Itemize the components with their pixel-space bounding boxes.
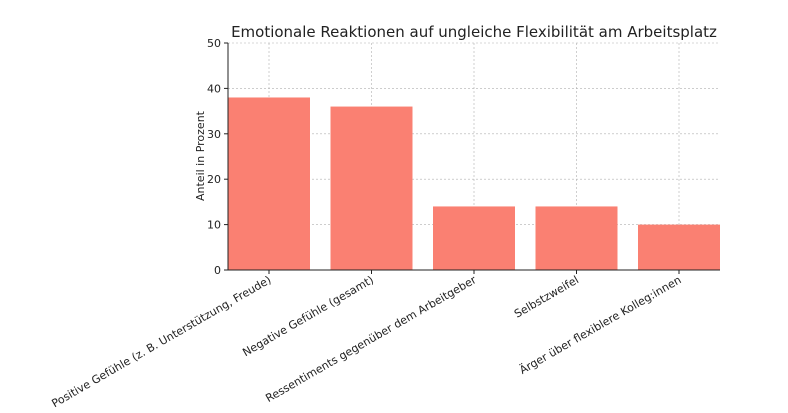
y-tick-label: 50 bbox=[207, 37, 221, 50]
bar bbox=[638, 224, 720, 270]
x-tick-label: Positive Gefühle (z. B. Unterstützung, F… bbox=[49, 273, 273, 410]
bars bbox=[228, 97, 720, 270]
y-tick-label: 10 bbox=[207, 219, 221, 232]
y-tick-label: 40 bbox=[207, 82, 221, 95]
bar bbox=[433, 206, 515, 270]
y-tick-label: 20 bbox=[207, 173, 221, 186]
x-tick-label: Selbstzweifel bbox=[512, 273, 581, 320]
chart-title: Emotionale Reaktionen auf ungleiche Flex… bbox=[231, 23, 717, 41]
bar bbox=[535, 206, 618, 270]
x-tick-label: Ressentiments gegenüber dem Arbeitgeber bbox=[263, 273, 478, 405]
x-tick-label: Ärger über flexiblere Kolleg:innen bbox=[517, 273, 683, 377]
y-tick-label: 30 bbox=[207, 128, 221, 141]
bar bbox=[228, 97, 310, 270]
y-axis-ticks: 0 10 20 30 40 50 bbox=[207, 37, 228, 277]
y-tick-label: 0 bbox=[214, 264, 221, 277]
y-axis-title: Anteil in Prozent bbox=[194, 110, 207, 201]
bar bbox=[330, 106, 413, 270]
x-axis-ticks: Positive Gefühle (z. B. Unterstützung, F… bbox=[49, 270, 684, 410]
